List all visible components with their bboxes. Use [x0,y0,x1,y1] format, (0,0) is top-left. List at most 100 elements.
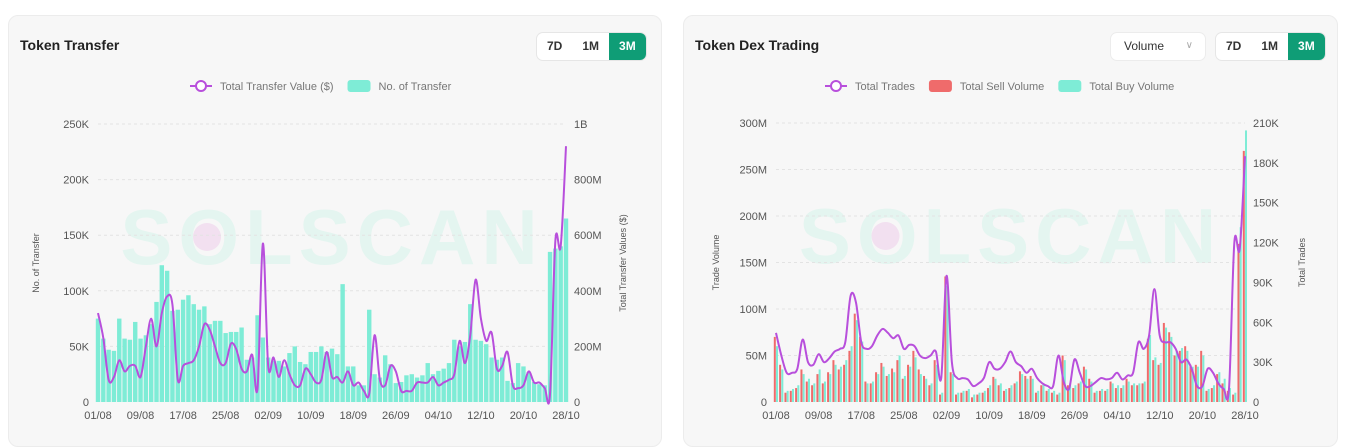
bar-no-of-transfer [265,357,271,402]
bar-no-of-transfer [250,357,255,402]
bar-no-of-transfer [457,346,462,402]
y-tick-label: 100M [739,304,767,316]
bar-buy-volume [967,388,970,402]
range-1m-button[interactable]: 1M [1261,39,1279,53]
bar-sell-volume [1216,374,1219,402]
bar-sell-volume [1152,360,1155,402]
bar-no-of-transfer [95,318,101,402]
watermark-dot [193,223,221,251]
range-1m-button[interactable]: 1M [582,39,600,53]
bar-buy-volume [1111,383,1114,402]
x-tick-label: 10/09 [297,410,325,422]
bar-no-of-transfer [436,370,441,402]
bar-buy-volume [893,372,896,402]
bar-no-of-transfer [478,340,484,402]
bar-sell-volume [859,336,862,402]
bar-buy-volume [946,285,949,402]
bar-no-of-transfer [404,375,409,402]
range-3m-button[interactable]: 3M [1288,33,1325,60]
x-tick-label: 02/09 [254,410,282,422]
x-tick-label: 18/09 [1018,410,1046,422]
bar-sell-volume [1050,392,1053,402]
bar-sell-volume [923,375,926,402]
bar-sell-volume [1088,378,1091,402]
bar-buy-volume [861,341,864,402]
bar-buy-volume [989,385,992,402]
bar-sell-volume [976,394,979,402]
bar-sell-volume [1221,383,1224,402]
bar-no-of-transfer [196,309,202,402]
bar-sell-volume [1008,388,1011,402]
bar-no-of-transfer [276,360,282,402]
bar-no-of-transfer [499,357,505,402]
range-7d-button[interactable]: 7D [1226,39,1242,53]
bar-buy-volume [1069,383,1072,402]
bar-no-of-transfer [170,310,175,402]
bar-buy-volume [1213,385,1216,402]
y2-tick-label: 600M [574,230,602,242]
bar-sell-volume [832,360,835,402]
bar-buy-volume [786,390,789,402]
bar-sell-volume [795,388,798,402]
y2-tick-label: 0 [574,397,580,409]
watermark-logo: SOLSCAN [799,192,1222,280]
metric-select-value: Volume [1124,39,1165,53]
bar-no-of-transfer [409,374,414,402]
bar-no-of-transfer [164,270,170,402]
bar-no-of-transfer [319,346,324,402]
bar-sell-volume [773,336,776,402]
bar-no-of-transfer [159,265,165,402]
bar-no-of-transfer [234,331,239,402]
range-7d-button[interactable]: 7D [547,39,563,53]
y2-tick-label: 400M [574,286,602,298]
bar-buy-volume [1186,350,1189,402]
bar-buy-volume [866,383,869,402]
y-tick-label: 100K [63,286,89,298]
x-tick-label: 26/09 [1061,410,1089,422]
bar-sell-volume [837,369,840,402]
bar-no-of-transfer [260,337,266,402]
bar-buy-volume [930,383,933,402]
bar-sell-volume [885,375,888,402]
legend-label: Total Sell Volume [960,81,1044,93]
bar-no-of-transfer [148,324,154,402]
bar-buy-volume [999,383,1002,402]
bar-sell-volume [1034,392,1037,402]
bar-sell-volume [1130,385,1133,402]
bar-buy-volume [1138,383,1141,402]
bar-buy-volume [1197,366,1200,402]
bar-buy-volume [1234,392,1237,402]
bar-sell-volume [1029,375,1032,402]
metric-select[interactable]: Volume ∨ [1110,32,1206,61]
bar-no-of-transfer [345,366,351,402]
bar-buy-volume [1133,383,1136,402]
bar-no-of-transfer [223,333,228,402]
bar-sell-volume [779,364,782,402]
bar-buy-volume [829,374,832,402]
bar-buy-volume [941,392,944,402]
range-3m-button[interactable]: 3M [609,33,646,60]
bar-buy-volume [1122,385,1125,402]
bar-buy-volume [887,374,890,402]
bar-sell-volume [901,378,904,402]
bar-no-of-transfer [446,363,452,402]
bar-sell-volume [811,385,814,402]
y2-axis-label: Total Trades [1297,237,1307,287]
bar-no-of-transfer [526,371,531,402]
bar-sell-volume [917,369,920,402]
bar-sell-volume [907,364,910,402]
y-tick-label: 150K [63,230,89,242]
bar-no-of-transfer [133,321,138,402]
legend-swatch [1058,80,1082,92]
bar-buy-volume [1026,378,1029,402]
bar-no-of-transfer [468,304,473,402]
bar-no-of-transfer [542,385,547,402]
bar-sell-volume [848,350,851,402]
bar-buy-volume [957,392,960,402]
bar-sell-volume [939,394,942,402]
bar-sell-volume [912,350,915,402]
bar-sell-volume [805,381,808,402]
bar-sell-volume [1018,371,1021,402]
bar-no-of-transfer [393,383,399,402]
bar-sell-volume [1210,388,1213,402]
